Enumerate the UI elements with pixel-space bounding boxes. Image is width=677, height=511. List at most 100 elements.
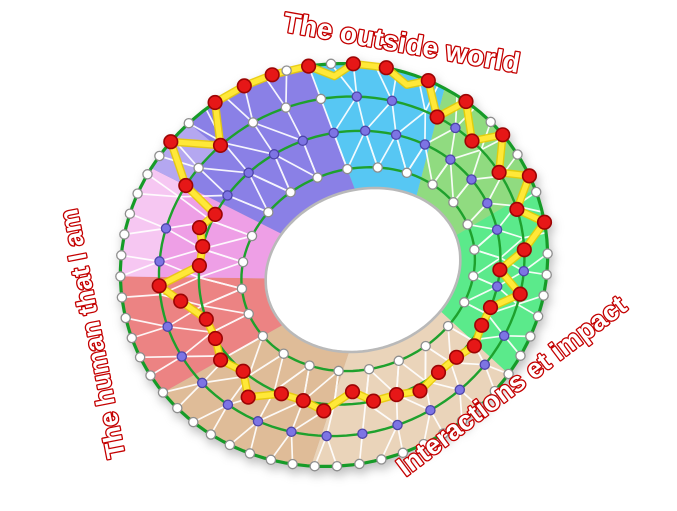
node bbox=[491, 281, 503, 292]
label-human-that-i-am: The human that I am bbox=[53, 207, 131, 461]
node bbox=[183, 117, 195, 129]
node bbox=[224, 439, 236, 451]
node bbox=[456, 415, 468, 427]
node bbox=[541, 269, 552, 280]
node bbox=[390, 129, 402, 141]
node bbox=[157, 387, 169, 398]
red-node bbox=[474, 317, 490, 333]
node bbox=[397, 447, 409, 459]
node bbox=[454, 384, 466, 396]
node bbox=[363, 363, 375, 375]
node bbox=[120, 312, 131, 324]
node bbox=[357, 428, 368, 439]
node bbox=[160, 223, 172, 234]
node bbox=[188, 416, 199, 428]
red-node bbox=[178, 177, 194, 194]
node bbox=[354, 458, 365, 470]
purple-light-band bbox=[151, 123, 219, 186]
donut-body bbox=[115, 56, 553, 472]
red-node bbox=[173, 293, 189, 309]
node bbox=[532, 311, 544, 322]
node bbox=[342, 163, 353, 175]
node bbox=[268, 149, 280, 160]
node bbox=[450, 122, 461, 134]
red-node bbox=[536, 214, 553, 230]
node bbox=[205, 429, 217, 440]
node bbox=[134, 352, 146, 363]
node bbox=[196, 377, 208, 389]
node bbox=[115, 271, 126, 282]
node bbox=[304, 360, 315, 371]
node bbox=[351, 91, 363, 102]
node bbox=[512, 149, 523, 160]
red-node bbox=[240, 389, 256, 405]
red-node bbox=[191, 220, 208, 236]
node bbox=[489, 385, 501, 397]
red-node bbox=[388, 387, 405, 403]
sector-green-light bbox=[416, 88, 535, 236]
node bbox=[315, 93, 327, 105]
node bbox=[438, 428, 449, 439]
node bbox=[392, 419, 403, 431]
node bbox=[280, 102, 292, 113]
node bbox=[278, 348, 289, 359]
red-node bbox=[295, 393, 311, 409]
node bbox=[376, 454, 387, 465]
red-node bbox=[198, 311, 214, 327]
node bbox=[530, 186, 542, 198]
path-red-nodes bbox=[151, 56, 553, 419]
node bbox=[247, 117, 259, 128]
red-node bbox=[466, 338, 482, 354]
node bbox=[243, 167, 254, 179]
node bbox=[325, 58, 337, 70]
node bbox=[468, 270, 479, 282]
node bbox=[503, 368, 514, 380]
red-node bbox=[482, 299, 499, 316]
red-node bbox=[151, 278, 167, 294]
node bbox=[286, 426, 297, 438]
node bbox=[287, 458, 298, 470]
node bbox=[257, 330, 269, 342]
node bbox=[321, 430, 332, 442]
red-node bbox=[448, 349, 465, 365]
red-node bbox=[207, 330, 223, 347]
node bbox=[281, 65, 292, 76]
node bbox=[244, 448, 256, 459]
node bbox=[265, 454, 277, 466]
red-node bbox=[345, 56, 361, 72]
red-node bbox=[429, 109, 445, 125]
node bbox=[359, 125, 371, 137]
red-node bbox=[207, 206, 223, 222]
node bbox=[124, 208, 136, 219]
node bbox=[445, 154, 456, 165]
node bbox=[448, 197, 459, 208]
node bbox=[372, 162, 383, 173]
node bbox=[309, 460, 320, 472]
node bbox=[333, 365, 344, 377]
node bbox=[126, 332, 138, 344]
donut-hole bbox=[264, 186, 462, 354]
red-node bbox=[264, 67, 280, 83]
red-node bbox=[344, 384, 361, 400]
red-node bbox=[365, 393, 382, 409]
red-node bbox=[273, 386, 290, 402]
red-node bbox=[509, 201, 525, 217]
node bbox=[498, 330, 510, 342]
node bbox=[427, 179, 438, 190]
node bbox=[479, 359, 491, 370]
node bbox=[515, 350, 526, 361]
node bbox=[466, 174, 477, 185]
node bbox=[116, 292, 128, 303]
red-node bbox=[512, 286, 528, 302]
red-node bbox=[495, 127, 511, 143]
red-node bbox=[236, 78, 252, 94]
node bbox=[285, 187, 296, 198]
red-node bbox=[316, 403, 332, 419]
node bbox=[542, 248, 553, 259]
node bbox=[142, 169, 153, 180]
red-node bbox=[492, 262, 508, 278]
node bbox=[252, 416, 264, 427]
node bbox=[263, 206, 274, 218]
node bbox=[462, 219, 473, 230]
